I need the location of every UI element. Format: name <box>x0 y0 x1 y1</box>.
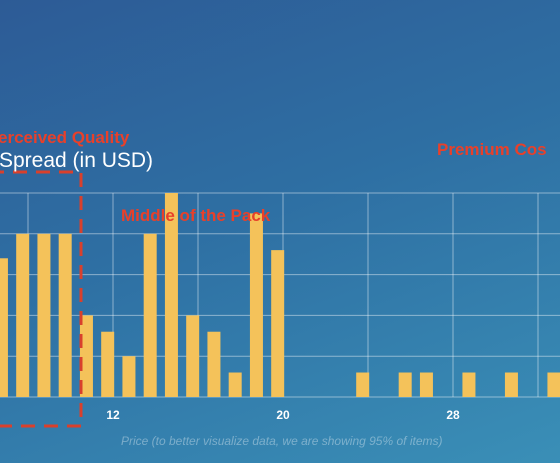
bar-11 <box>228 372 242 397</box>
bars <box>0 193 560 397</box>
annotation-middle-of-pack: Middle of the Pack <box>121 206 271 225</box>
bar-8 <box>164 193 178 397</box>
bar-7 <box>143 233 157 397</box>
annotation-perceived-quality: erceived Quality <box>0 128 130 147</box>
x-tick-20: 20 <box>276 408 290 422</box>
x-ticks: 12 20 28 <box>106 408 460 422</box>
bar-0 <box>0 258 8 397</box>
bar-4 <box>79 315 93 397</box>
bar-1 <box>16 233 30 397</box>
bar-10 <box>207 331 221 397</box>
bar-13 <box>271 250 285 397</box>
bar-3 <box>58 233 72 397</box>
bar-9 <box>186 315 200 397</box>
perceived-quality-highlight-box <box>0 170 83 428</box>
bar-17 <box>462 372 476 397</box>
bar-18 <box>504 372 518 397</box>
annotation-premium-cost: Premium Cos <box>437 140 547 159</box>
bar-2 <box>37 233 51 397</box>
bar-16 <box>419 372 433 397</box>
chart-title: Spread (in USD) <box>0 149 153 172</box>
x-tick-12: 12 <box>106 408 120 422</box>
bar-15 <box>398 372 412 397</box>
bar-12 <box>249 213 263 397</box>
bar-6 <box>122 356 136 397</box>
bar-14 <box>356 372 370 397</box>
bar-19 <box>547 372 560 397</box>
x-tick-28: 28 <box>446 408 460 422</box>
bar-5 <box>101 331 115 397</box>
x-axis-label: Price (to better visualize data, we are … <box>121 434 442 448</box>
